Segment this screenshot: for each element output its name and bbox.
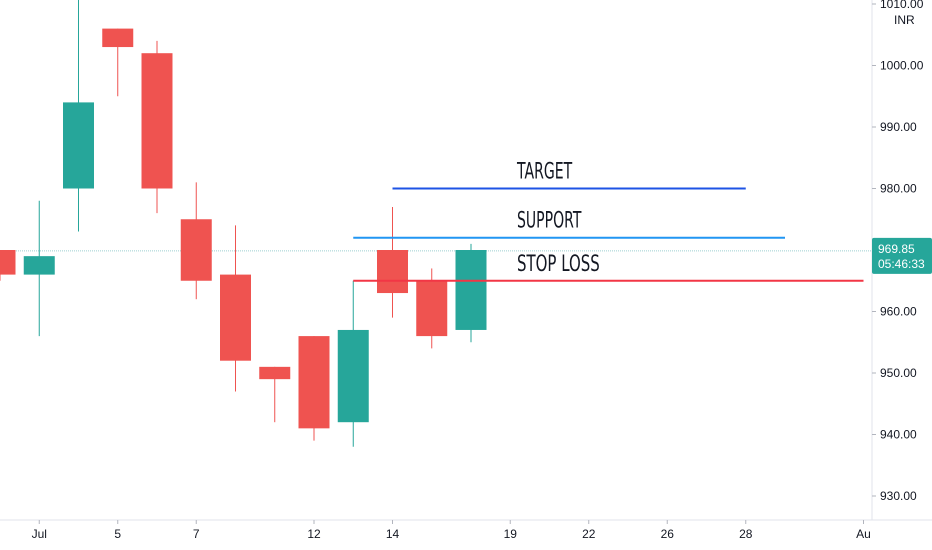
price-tick-label: 960.00 bbox=[880, 305, 917, 319]
candle-3 bbox=[102, 28, 134, 97]
candle-body bbox=[180, 219, 212, 281]
candle-body bbox=[416, 280, 448, 337]
candle-1 bbox=[23, 200, 55, 337]
candle-body bbox=[298, 336, 330, 429]
candle-11 bbox=[416, 268, 448, 349]
time-tick-label: 22 bbox=[582, 527, 596, 541]
last-price-tag bbox=[872, 237, 932, 274]
candle-body bbox=[0, 250, 16, 275]
candle-body bbox=[337, 329, 369, 423]
candle-4 bbox=[141, 40, 173, 214]
currency-label: INR bbox=[894, 13, 915, 27]
bar-countdown: 05:46:33 bbox=[878, 257, 925, 271]
candle-12 bbox=[455, 243, 487, 343]
price-tick-label: 1010.00 bbox=[880, 0, 924, 11]
time-tick-label: 19 bbox=[504, 527, 518, 541]
last-price-value: 969.85 bbox=[878, 242, 915, 256]
price-tick-label: 980.00 bbox=[880, 182, 917, 196]
time-tick-label: Jul bbox=[32, 527, 47, 541]
time-tick-label: 7 bbox=[193, 527, 200, 541]
price-tick-label: 930.00 bbox=[880, 489, 917, 503]
time-tick-label: 5 bbox=[114, 527, 121, 541]
candle-body bbox=[220, 274, 251, 361]
candle-7 bbox=[259, 366, 291, 423]
target-label: TARGET bbox=[516, 160, 572, 185]
candle-body bbox=[455, 250, 487, 330]
candle-0 bbox=[0, 250, 16, 281]
candle-10 bbox=[377, 206, 408, 318]
candle-body bbox=[259, 366, 291, 380]
price-tick-label: 950.00 bbox=[880, 366, 917, 380]
candle-body bbox=[377, 250, 408, 294]
stop-loss-label: STOP LOSS bbox=[517, 252, 600, 277]
price-tick-label: 940.00 bbox=[880, 428, 917, 442]
candle-2 bbox=[63, 0, 94, 232]
candle-8 bbox=[298, 336, 330, 441]
candle-body bbox=[23, 256, 55, 275]
time-tick-label: Au bbox=[856, 527, 871, 541]
price-tick-label: 1000.00 bbox=[880, 59, 924, 73]
candle-6 bbox=[220, 225, 251, 392]
time-tick-label: 28 bbox=[739, 527, 753, 541]
candle-9 bbox=[337, 280, 369, 447]
time-tick-label: 12 bbox=[307, 527, 321, 541]
candle-body bbox=[63, 102, 94, 189]
price-tick-label: 990.00 bbox=[880, 120, 917, 134]
time-tick-label: 14 bbox=[386, 527, 400, 541]
candle-body bbox=[102, 28, 134, 48]
candle-5 bbox=[180, 182, 212, 300]
support-label: SUPPORT bbox=[517, 209, 582, 234]
candle-body bbox=[141, 53, 173, 189]
time-tick-label: 26 bbox=[661, 527, 675, 541]
